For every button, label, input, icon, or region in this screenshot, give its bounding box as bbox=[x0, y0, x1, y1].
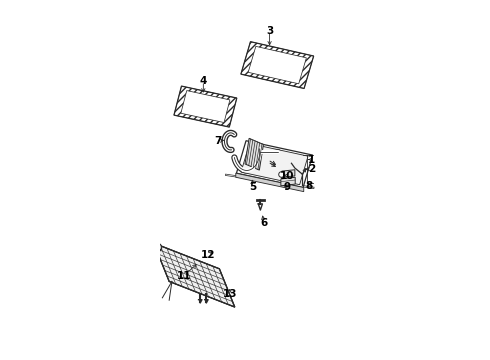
Text: 1: 1 bbox=[308, 154, 315, 165]
Polygon shape bbox=[236, 173, 304, 192]
Polygon shape bbox=[241, 144, 308, 185]
Text: 10: 10 bbox=[279, 171, 294, 181]
Polygon shape bbox=[237, 141, 313, 188]
Text: 8: 8 bbox=[306, 181, 313, 191]
Polygon shape bbox=[281, 177, 295, 186]
Text: 5: 5 bbox=[249, 182, 256, 192]
Polygon shape bbox=[181, 91, 230, 122]
Text: 6: 6 bbox=[260, 218, 268, 228]
Polygon shape bbox=[282, 170, 295, 177]
Polygon shape bbox=[245, 138, 264, 170]
Text: 11: 11 bbox=[177, 271, 192, 281]
Text: 13: 13 bbox=[222, 289, 237, 299]
Polygon shape bbox=[174, 86, 237, 127]
Polygon shape bbox=[241, 42, 314, 89]
Text: 3: 3 bbox=[266, 26, 273, 36]
Polygon shape bbox=[248, 46, 306, 84]
Text: 9: 9 bbox=[283, 182, 290, 192]
Text: 4: 4 bbox=[199, 76, 207, 86]
Polygon shape bbox=[154, 243, 235, 307]
Text: 2: 2 bbox=[308, 164, 315, 174]
Text: 7: 7 bbox=[215, 136, 222, 146]
Text: 12: 12 bbox=[201, 250, 216, 260]
